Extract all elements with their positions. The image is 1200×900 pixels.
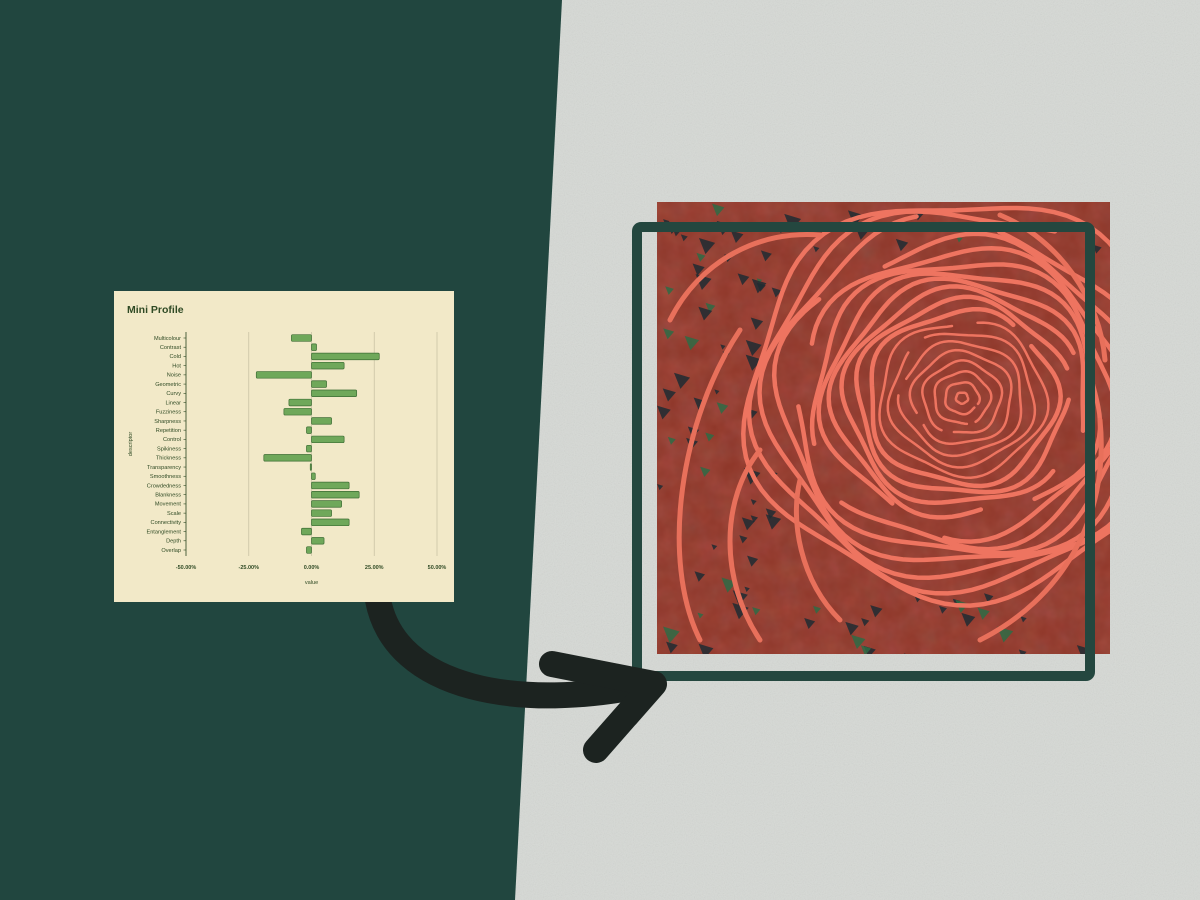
x-tick-label: 25.00% <box>365 565 384 571</box>
x-tick-label: 0.00% <box>304 565 320 571</box>
category-label: Spikiness <box>157 446 181 452</box>
x-axis-label: value <box>305 580 318 586</box>
bar-fuzziness <box>283 408 312 416</box>
bar-crowdedness <box>311 481 350 490</box>
bar-spikiness <box>306 444 312 453</box>
bar-transparency <box>309 463 312 471</box>
category-label: Hot <box>172 363 181 369</box>
bar-sharpness <box>311 417 332 425</box>
category-label: Cold <box>169 354 181 360</box>
bar-overlap <box>306 546 312 554</box>
bar-movement <box>311 500 342 508</box>
category-label: Contrast <box>160 345 182 351</box>
category-label: Repetition <box>156 428 181 434</box>
bar-contrast <box>311 343 317 351</box>
category-label: Scale <box>167 511 181 517</box>
curved-arrow-icon <box>365 587 663 709</box>
category-label: Connectivity <box>151 520 182 526</box>
mini-profile-card: -50.00% -25.00% 0.00% 25.00% 50.00% Multicolo… <box>114 291 454 602</box>
category-label: Curvy <box>166 391 181 397</box>
category-label: Overlap <box>161 548 181 554</box>
x-tick-label: 50.00% <box>428 565 447 571</box>
bar-curvy <box>311 389 358 397</box>
bar-depth <box>311 537 325 545</box>
category-label: Movement <box>155 502 182 508</box>
category-label: Crowdedness <box>147 483 181 489</box>
category-label: Transparency <box>147 465 181 471</box>
bar-smoothness <box>311 472 316 480</box>
category-label: Depth <box>166 539 181 545</box>
bar-repetition <box>306 426 312 434</box>
arrow-head-icon <box>539 651 667 763</box>
bar-noise <box>255 371 312 379</box>
x-tick-label: -25.00% <box>239 565 260 571</box>
bar-scale <box>311 509 332 517</box>
y-axis-label: descriptor <box>128 432 134 457</box>
bar-control <box>311 435 345 444</box>
category-label: Smoothness <box>150 474 181 480</box>
outline-frame <box>632 222 1095 681</box>
bar-geometric <box>311 380 327 388</box>
bar-hot <box>311 361 345 370</box>
chart-title: Mini Profile <box>127 304 184 316</box>
category-label: Thickness <box>156 456 181 462</box>
bar-blankness <box>311 491 360 499</box>
x-tick-label: -50.00% <box>176 565 197 571</box>
category-label: Control <box>163 437 181 443</box>
category-label: Multicolour <box>154 336 181 342</box>
category-label: Fuzziness <box>156 410 181 416</box>
bar-thickness <box>263 454 312 462</box>
bar-entanglement <box>301 527 312 536</box>
category-label: Noise <box>167 373 181 379</box>
bar-cold <box>311 352 380 361</box>
bar-multicolour <box>291 334 312 342</box>
bar-connectivity <box>311 518 350 527</box>
spiral-artwork-image <box>657 202 1110 654</box>
category-label: Linear <box>165 400 181 406</box>
category-label: Sharpness <box>154 419 181 425</box>
category-label: Geometric <box>155 382 181 388</box>
bar-linear <box>288 398 312 407</box>
category-label: Blankness <box>155 492 181 498</box>
category-label: Entanglement <box>146 529 181 535</box>
mini-profile-chart: -50.00% -25.00% 0.00% 25.00% 50.00% Multicolo… <box>128 332 447 586</box>
